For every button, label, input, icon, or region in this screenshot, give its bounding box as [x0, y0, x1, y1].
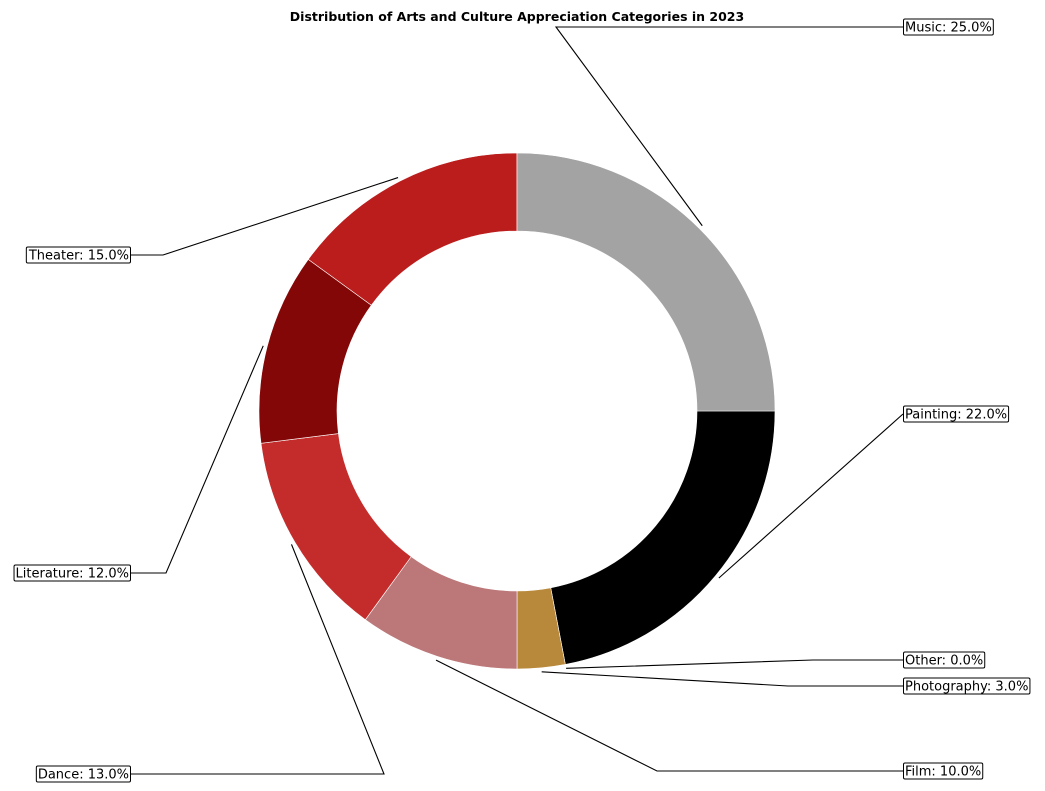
label-text-other: Other: 0.0%: [905, 654, 983, 669]
label-music: Music: 25.0%: [903, 18, 994, 36]
slice-music: [516, 152, 776, 412]
leader-line-music: [554, 26, 903, 227]
label-box-other: [903, 651, 986, 669]
label-painting: Painting: 22.0%: [903, 405, 1010, 423]
label-text-theater: Theater: 15.0%: [28, 249, 129, 264]
slice-painting: [550, 410, 776, 665]
label-box-literature: [13, 564, 131, 582]
label-film: Film: 10.0%: [903, 762, 984, 780]
label-box-photography: [903, 677, 1031, 695]
slice-theater: [307, 152, 518, 306]
label-text-film: Film: 10.0%: [905, 765, 981, 780]
leader-lines: [131, 26, 904, 775]
label-literature: Literature: 12.0%: [13, 564, 131, 582]
label-text-painting: Painting: 22.0%: [905, 408, 1007, 423]
label-box-theater: [25, 246, 131, 264]
label-box-painting: [903, 405, 1010, 423]
label-other: Other: 0.0%: [903, 651, 986, 669]
label-box-film: [903, 762, 984, 780]
chart-title: Distribution of Arts and Culture Appreci…: [290, 9, 744, 24]
leader-line-dance: [131, 544, 385, 775]
label-text-photography: Photography: 3.0%: [905, 680, 1028, 695]
label-theater: Theater: 15.0%: [25, 246, 131, 264]
leader-line-literature: [131, 345, 264, 574]
label-box-dance: [35, 765, 131, 783]
leader-line-photography: [541, 671, 903, 687]
label-text-dance: Dance: 13.0%: [38, 768, 129, 783]
leader-line-other: [566, 659, 903, 669]
leader-line-theater: [131, 177, 399, 256]
leader-line-film: [435, 659, 903, 772]
label-dance: Dance: 13.0%: [35, 765, 131, 783]
label-box-music: [903, 18, 994, 36]
label-text-music: Music: 25.0%: [905, 21, 992, 36]
label-photography: Photography: 3.0%: [903, 677, 1031, 695]
label-text-literature: Literature: 12.0%: [16, 567, 129, 582]
slice-labels: Painting: 22.0% Other: 0.0% Photography: 3…: [13, 18, 1031, 783]
donut-slices: [258, 152, 776, 670]
leader-line-painting: [718, 413, 904, 579]
